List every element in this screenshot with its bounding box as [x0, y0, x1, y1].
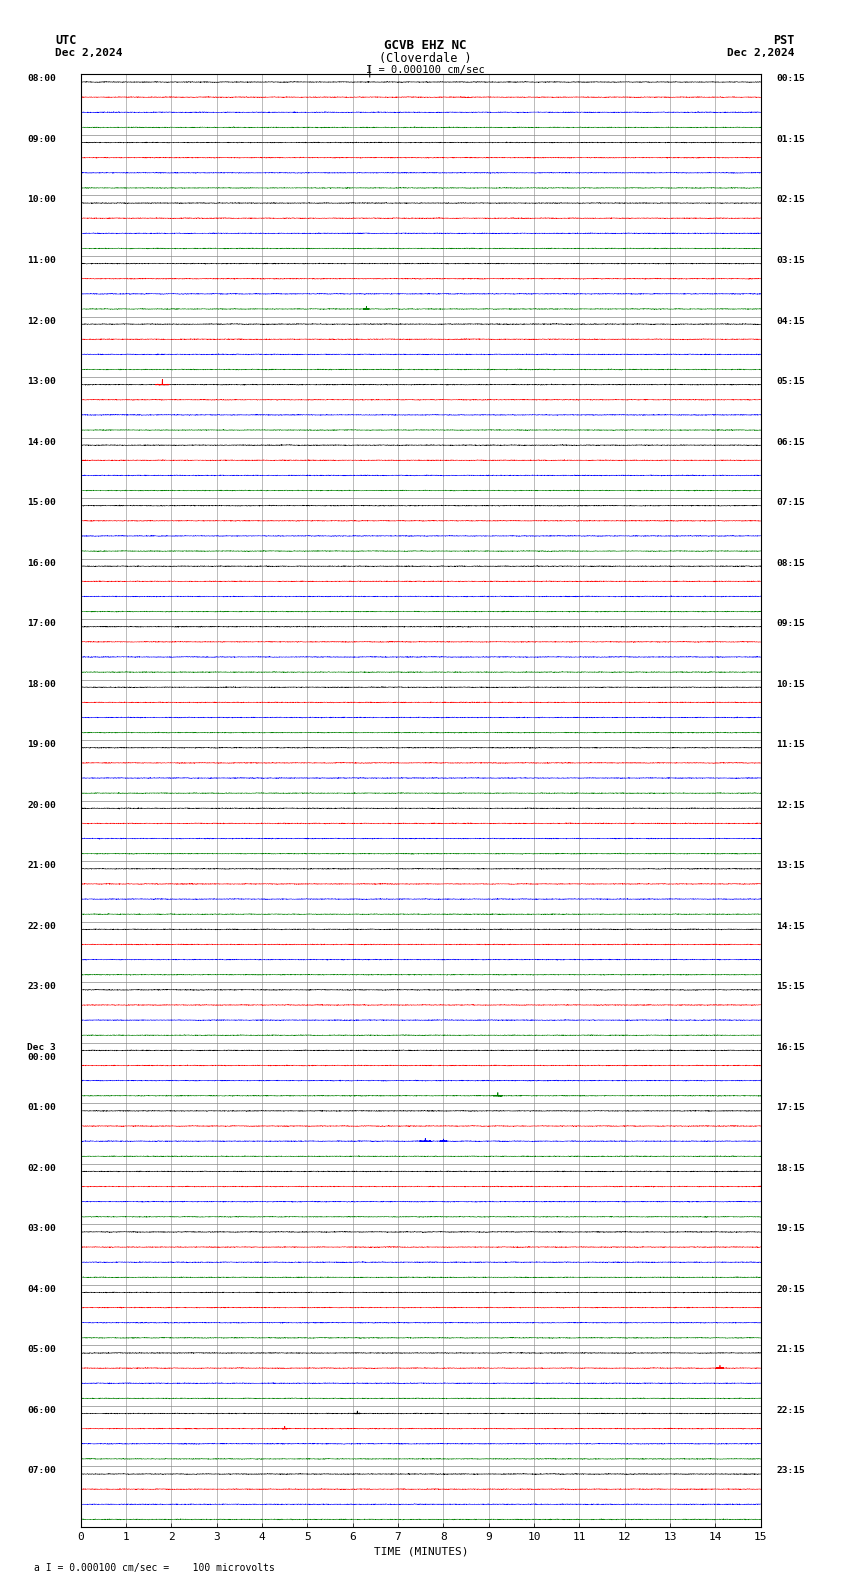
- Text: 17:00: 17:00: [27, 619, 56, 629]
- Text: 00:15: 00:15: [777, 74, 805, 84]
- Text: GCVB EHZ NC: GCVB EHZ NC: [383, 38, 467, 52]
- Text: 06:00: 06:00: [27, 1407, 56, 1415]
- Text: 19:00: 19:00: [27, 740, 56, 749]
- Text: 13:15: 13:15: [777, 862, 805, 870]
- Text: (Cloverdale ): (Cloverdale ): [379, 52, 471, 65]
- Text: 22:00: 22:00: [27, 922, 56, 931]
- Text: 23:15: 23:15: [777, 1467, 805, 1475]
- Text: 11:00: 11:00: [27, 257, 56, 265]
- Text: 10:00: 10:00: [27, 195, 56, 204]
- Text: 01:15: 01:15: [777, 135, 805, 144]
- Text: 02:15: 02:15: [777, 195, 805, 204]
- Text: 17:15: 17:15: [777, 1104, 805, 1112]
- Text: 21:15: 21:15: [777, 1345, 805, 1354]
- Text: 18:15: 18:15: [777, 1164, 805, 1172]
- Text: 20:00: 20:00: [27, 800, 56, 809]
- X-axis label: TIME (MINUTES): TIME (MINUTES): [373, 1546, 468, 1555]
- Text: 12:15: 12:15: [777, 800, 805, 809]
- Text: 12:00: 12:00: [27, 317, 56, 326]
- Text: 04:00: 04:00: [27, 1285, 56, 1294]
- Text: 15:00: 15:00: [27, 497, 56, 507]
- Text: 11:15: 11:15: [777, 740, 805, 749]
- Text: 20:15: 20:15: [777, 1285, 805, 1294]
- Text: 02:00: 02:00: [27, 1164, 56, 1172]
- Text: Dec 3
00:00: Dec 3 00:00: [27, 1042, 56, 1063]
- Text: 07:15: 07:15: [777, 497, 805, 507]
- Text: PST: PST: [774, 33, 795, 48]
- Text: Dec 2,2024: Dec 2,2024: [55, 48, 122, 57]
- Text: 18:00: 18:00: [27, 680, 56, 689]
- Text: 21:00: 21:00: [27, 862, 56, 870]
- Text: Dec 2,2024: Dec 2,2024: [728, 48, 795, 57]
- Text: 08:15: 08:15: [777, 559, 805, 567]
- Text: 10:15: 10:15: [777, 680, 805, 689]
- Text: 05:00: 05:00: [27, 1345, 56, 1354]
- Text: 06:15: 06:15: [777, 437, 805, 447]
- Text: 07:00: 07:00: [27, 1467, 56, 1475]
- Text: 14:00: 14:00: [27, 437, 56, 447]
- Text: 09:00: 09:00: [27, 135, 56, 144]
- Text: 19:15: 19:15: [777, 1224, 805, 1234]
- Text: UTC: UTC: [55, 33, 76, 48]
- Text: a I = 0.000100 cm/sec =    100 microvolts: a I = 0.000100 cm/sec = 100 microvolts: [34, 1563, 275, 1573]
- Text: 01:00: 01:00: [27, 1104, 56, 1112]
- Text: I = 0.000100 cm/sec: I = 0.000100 cm/sec: [366, 65, 484, 74]
- Text: 14:15: 14:15: [777, 922, 805, 931]
- Text: 16:00: 16:00: [27, 559, 56, 567]
- Text: 09:15: 09:15: [777, 619, 805, 629]
- Text: 03:00: 03:00: [27, 1224, 56, 1234]
- Text: 22:15: 22:15: [777, 1407, 805, 1415]
- Text: 03:15: 03:15: [777, 257, 805, 265]
- Text: 15:15: 15:15: [777, 982, 805, 992]
- Text: 05:15: 05:15: [777, 377, 805, 386]
- Text: 04:15: 04:15: [777, 317, 805, 326]
- Text: |: |: [366, 63, 373, 78]
- Text: 13:00: 13:00: [27, 377, 56, 386]
- Text: 23:00: 23:00: [27, 982, 56, 992]
- Text: 16:15: 16:15: [777, 1042, 805, 1052]
- Text: 08:00: 08:00: [27, 74, 56, 84]
